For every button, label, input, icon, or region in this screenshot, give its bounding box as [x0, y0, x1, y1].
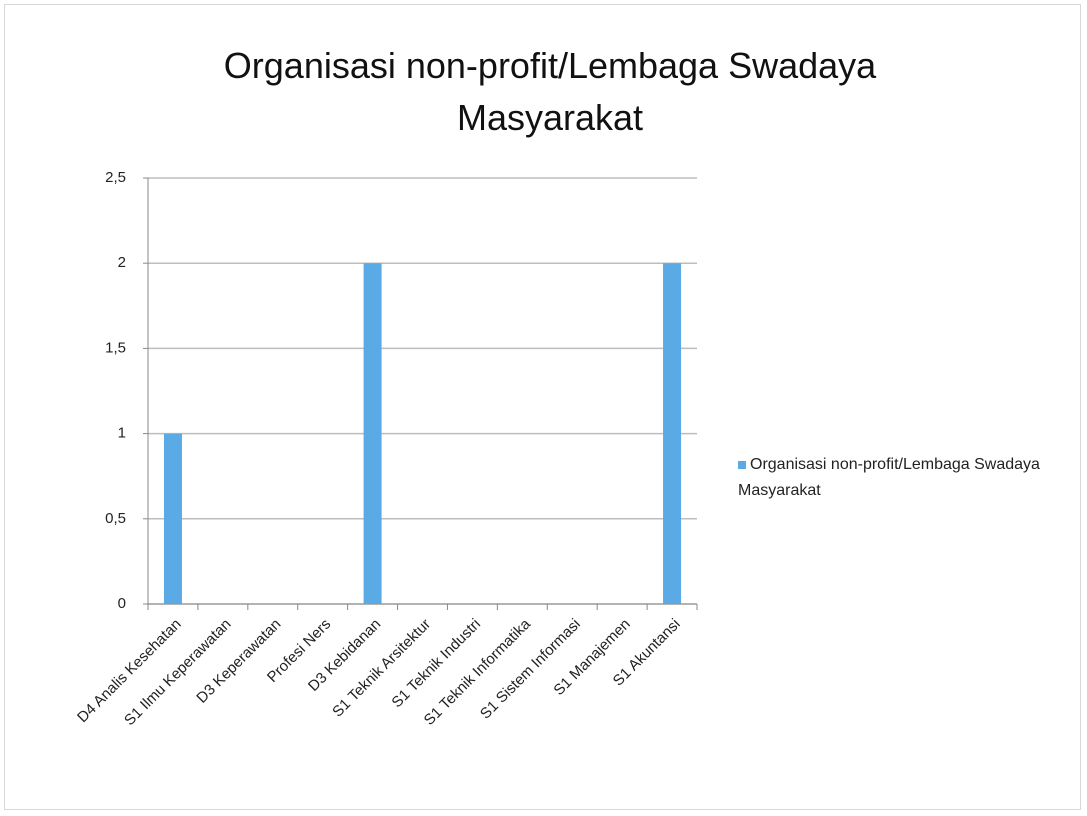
x-tick-label: D3 Keperawatan	[193, 616, 284, 707]
bar	[663, 263, 682, 604]
y-tick-label: 1,5	[105, 339, 126, 356]
bar	[363, 263, 382, 604]
y-tick-label: 0,5	[105, 510, 126, 527]
y-tick-label: 0	[118, 595, 126, 612]
bar	[163, 433, 182, 604]
y-tick-label: 2,5	[105, 169, 126, 186]
y-tick-label: 1	[118, 425, 126, 442]
legend-label: Organisasi non-profit/Lembaga Swadaya Ma…	[738, 456, 1040, 499]
chart-frame	[4, 4, 1081, 810]
y-tick-label: 2	[118, 254, 126, 271]
legend-swatch	[738, 460, 746, 469]
chart-title: Organisasi non-profit/Lembaga Swadaya Ma…	[223, 45, 877, 138]
x-tick-label: S1 Teknik Industri	[388, 616, 484, 712]
legend: Organisasi non-profit/Lembaga Swadaya Ma…	[738, 452, 1068, 504]
